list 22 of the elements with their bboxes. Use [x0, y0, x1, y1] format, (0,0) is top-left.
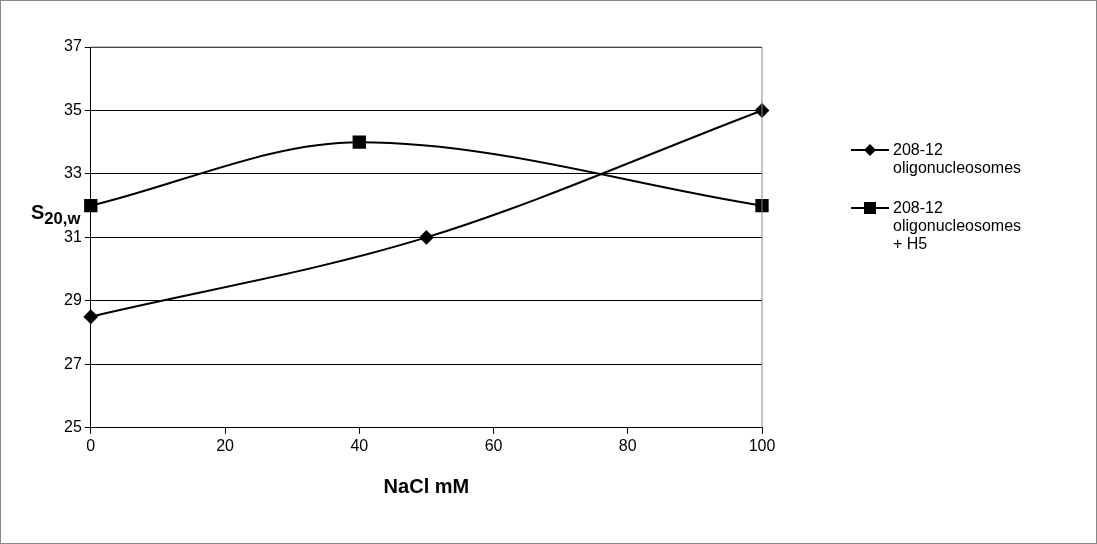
y-tick-label: 31 — [64, 227, 82, 245]
point — [755, 199, 769, 213]
x-tick-label: 80 — [618, 436, 637, 454]
y-tick-label: 37 — [64, 37, 82, 55]
y-tick-label: 25 — [64, 418, 82, 436]
point — [84, 199, 98, 213]
y-tick-label: 35 — [64, 100, 82, 118]
x-tick-label: 20 — [216, 436, 235, 454]
y-tick-label: 33 — [64, 164, 82, 182]
x-tick-label: 0 — [86, 436, 96, 454]
legend-label: 208-12 oligonucleosomes + H5 — [893, 199, 1023, 253]
point — [83, 309, 98, 324]
point — [352, 135, 366, 149]
x-tick-label: 40 — [350, 436, 369, 454]
legend-label: 208-12 oligonucleosomes — [893, 141, 1023, 177]
point — [419, 230, 434, 245]
y-axis-title: S$_{20,w}$ — [31, 201, 81, 229]
x-axis-title: NaCl mM — [383, 474, 470, 497]
x-tick-label: 60 — [484, 436, 503, 454]
y-tick-label: 29 — [64, 291, 82, 309]
y-tick-label: 27 — [64, 354, 82, 372]
x-tick-label: 100 — [748, 436, 776, 454]
